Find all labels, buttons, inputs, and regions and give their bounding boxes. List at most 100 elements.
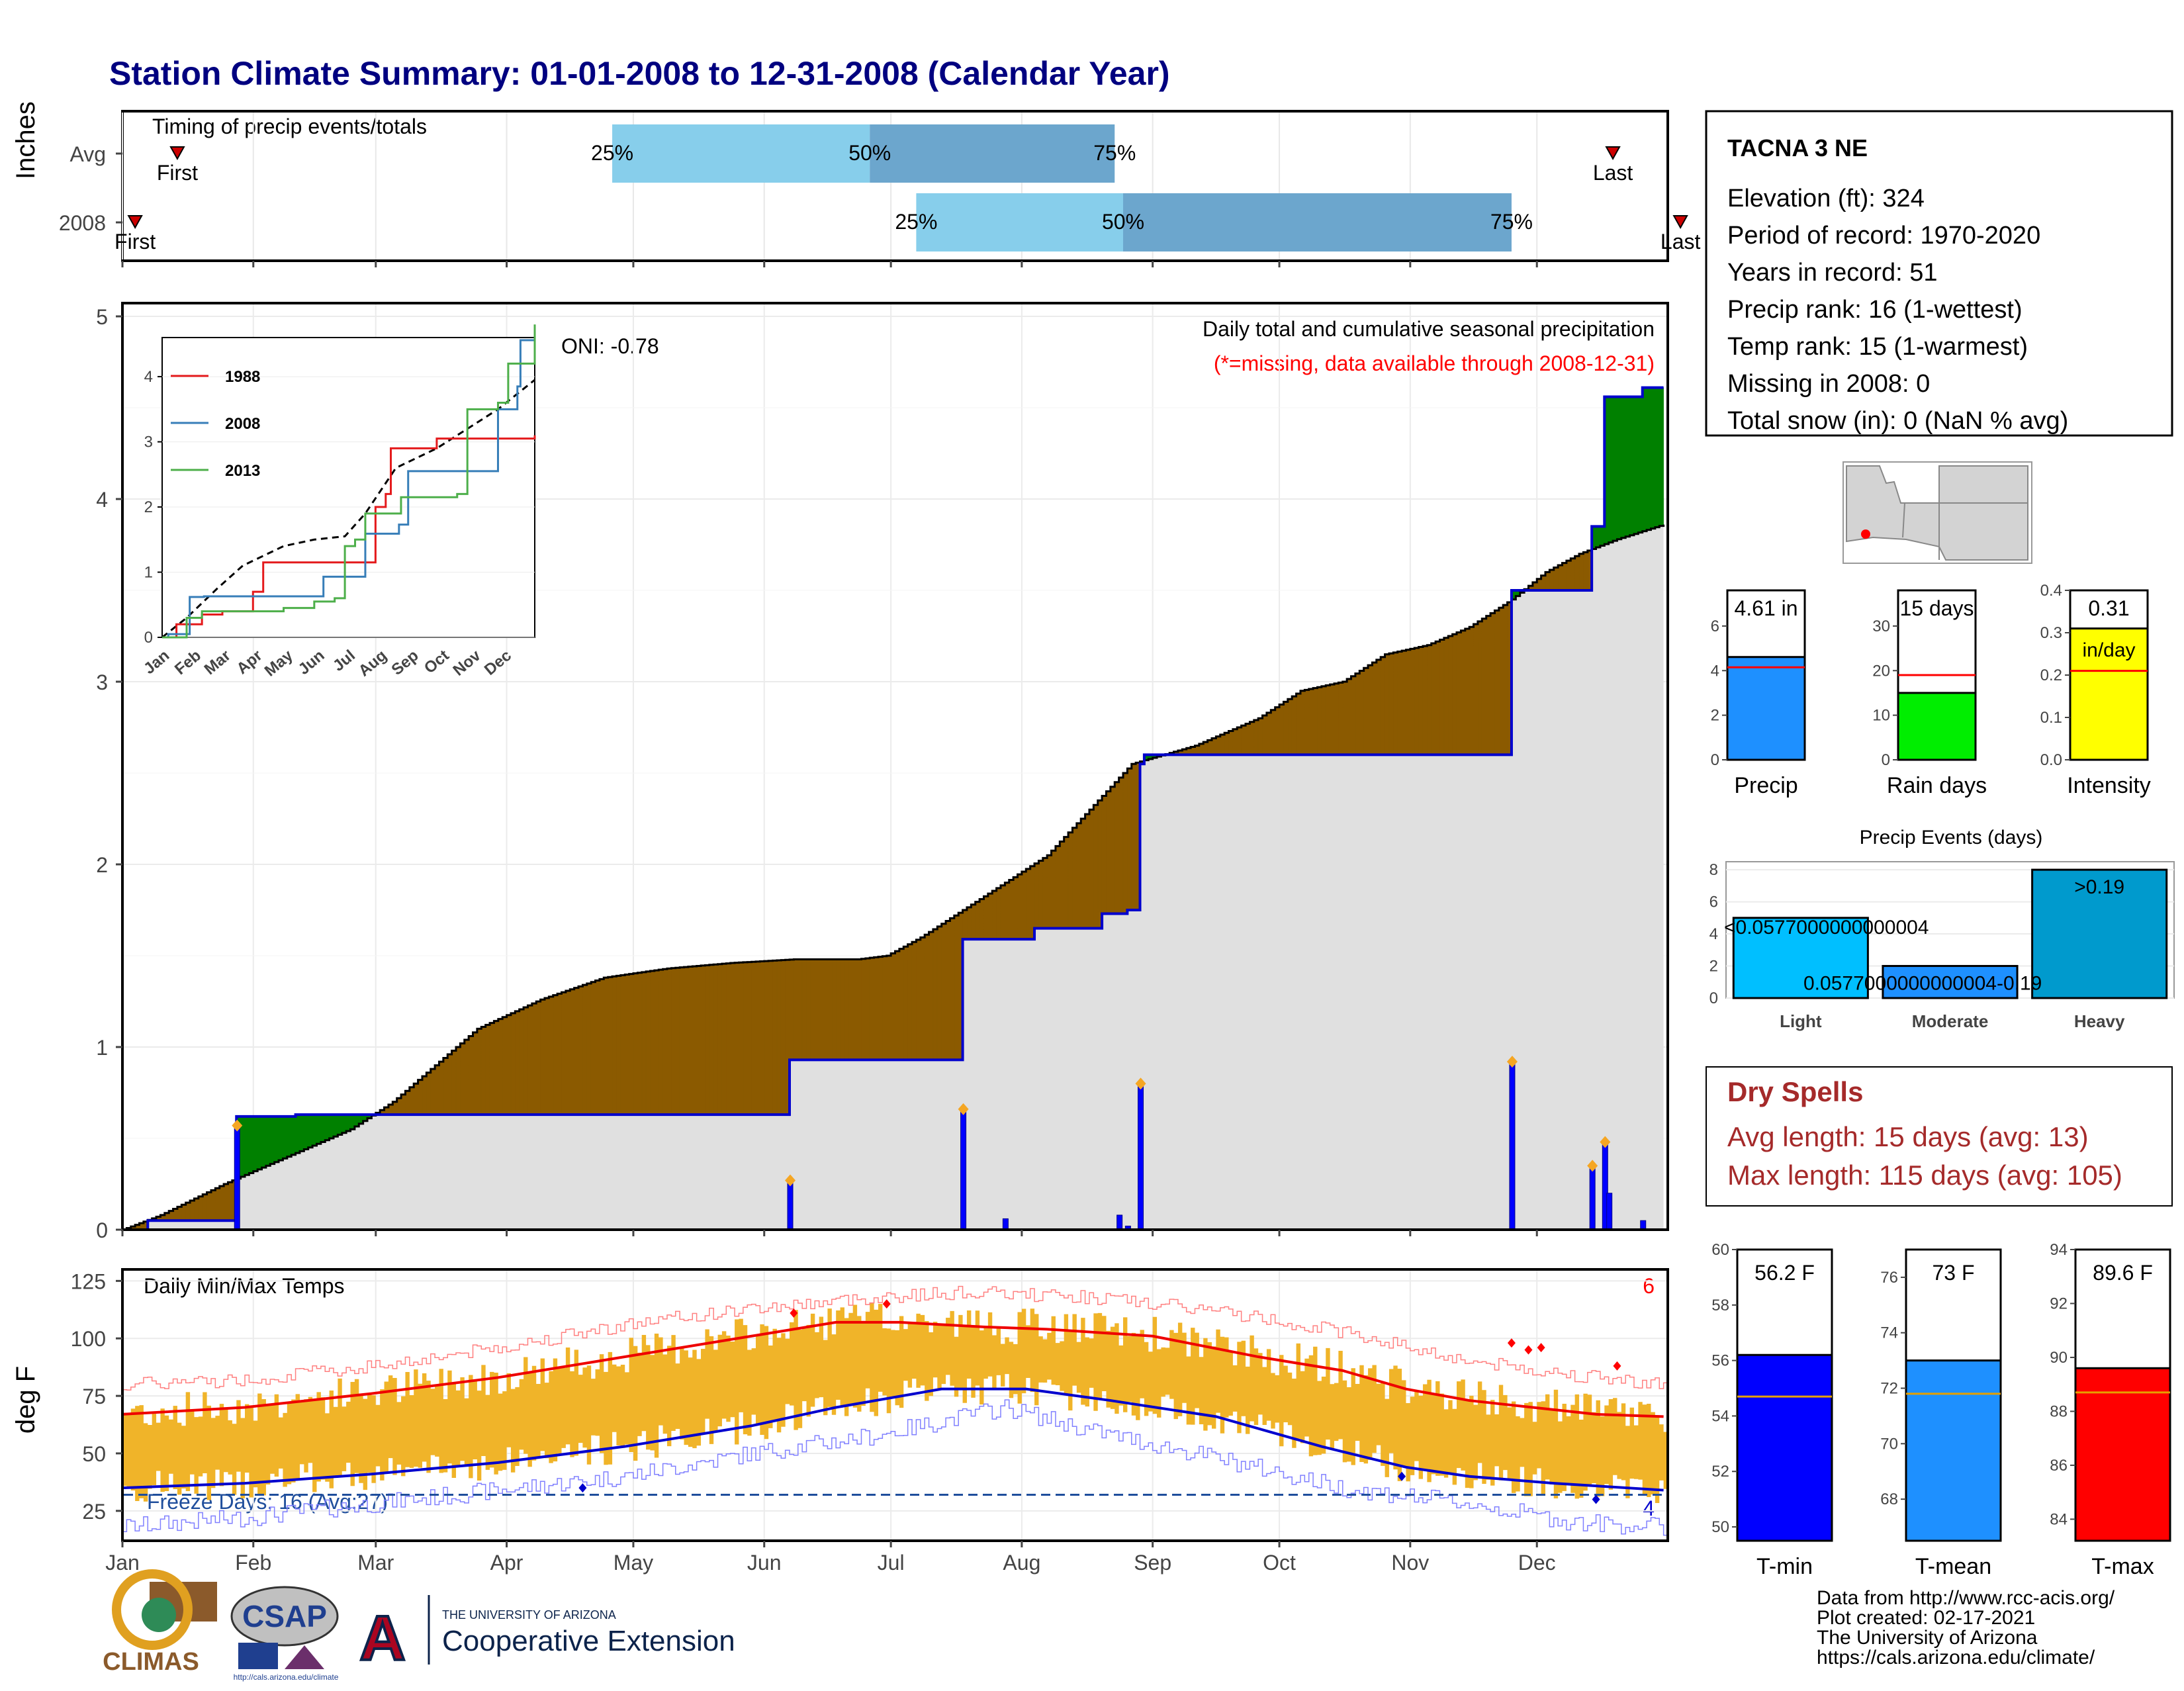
inset-series-1988 xyxy=(162,435,536,639)
timing-q25-label: 25% xyxy=(591,141,633,165)
daily-precip-marker xyxy=(1587,1160,1598,1172)
precip-missing-label: (*=missing, data available through 2008-… xyxy=(1214,351,1655,375)
ua-logo: A THE UNIVERSITY OF ARIZONA Cooperative … xyxy=(358,1595,735,1675)
timing-q25-label: 25% xyxy=(895,210,937,234)
footer-line: Data from http://www.rcc-acis.org/ xyxy=(1817,1587,2115,1609)
temp-frame xyxy=(121,1268,1669,1542)
summary-precip-name: Precip xyxy=(1734,773,1797,798)
month-label: Jan xyxy=(105,1551,140,1575)
station-info-frame xyxy=(1705,110,2173,437)
climas-logo: CLIMAS xyxy=(103,1569,217,1676)
precip-frame xyxy=(121,302,1669,1231)
temp-ytick-label: 25 xyxy=(82,1500,106,1524)
inset-ytick-label: 1 xyxy=(144,564,153,582)
daily-precip-bar xyxy=(1589,1165,1596,1230)
temp-t-min-value-label: 56.2 F xyxy=(1754,1261,1815,1285)
locator-map xyxy=(1843,461,2032,564)
summary-precip-ytick-label: 0 xyxy=(1711,751,1719,769)
inset-legend-label: 2008 xyxy=(225,415,260,433)
state-shapes xyxy=(1846,465,2028,561)
temp-t-max-bar xyxy=(2074,1367,2171,1542)
normal-max-line xyxy=(122,1320,1664,1418)
temp-t-max-name: T-max xyxy=(2091,1554,2154,1579)
month-label: Sep xyxy=(1134,1551,1171,1575)
record-high-marker xyxy=(882,1299,891,1309)
month-label: Oct xyxy=(1263,1551,1296,1575)
csap-logo-url: http://cals.arizona.edu/climate xyxy=(234,1672,339,1682)
events-title: Precip Events (days) xyxy=(1860,827,2043,848)
temp-t-min-ytick-label: 52 xyxy=(1711,1463,1729,1481)
month-label: Jul xyxy=(878,1551,905,1575)
events-ytick-label: 2 xyxy=(1709,958,1718,976)
summary-intensity-ytick-label: 0.0 xyxy=(2040,751,2062,769)
temp-t-mean-ytick-label: 72 xyxy=(1880,1380,1898,1398)
timing-first-label: First xyxy=(157,161,198,185)
timing-bar-q50-q75 xyxy=(1123,193,1512,251)
elevation-line: Elevation (ft): 324 xyxy=(1727,185,1925,212)
ua-logo-small-text: THE UNIVERSITY OF ARIZONA xyxy=(442,1608,616,1622)
station-name: TACNA 3 NE xyxy=(1727,134,1868,161)
dry-spells-frame xyxy=(1706,1066,2173,1207)
record-high-marker xyxy=(1613,1361,1621,1371)
footer-credits: Data from http://www.rcc-acis.org/ Plot … xyxy=(1817,1587,2115,1668)
month-label: Aug xyxy=(1003,1551,1040,1575)
summary-rain-days-name: Rain days xyxy=(1887,773,1987,798)
state-borders xyxy=(1902,466,2028,560)
temp-t-max-ytick-label: 86 xyxy=(2050,1457,2068,1475)
temperature-bar-charts: 56.2 F 50 52 54 56 58 60 T-min 73 F 68 70 72 74 76 T-m… xyxy=(1711,1241,2171,1579)
events-ytick-label: 6 xyxy=(1709,893,1718,911)
timing-bar-q25-q50 xyxy=(612,124,870,183)
station-info-box: TACNA 3 NE Elevation (ft): 324 Period of… xyxy=(1705,110,2173,437)
month-label: Apr xyxy=(490,1551,523,1575)
precip-ytick-label: 3 xyxy=(96,670,108,694)
inset-ytick-label: 0 xyxy=(144,629,153,647)
summary-intensity-name: Intensity xyxy=(2067,773,2151,798)
logo-row: CLIMAS CSAP http://cals.arizona.edu/clim… xyxy=(103,1569,735,1682)
precip-ytick-label: 1 xyxy=(96,1036,108,1060)
footer-line: Plot created: 02-17-2021 xyxy=(1817,1607,2035,1629)
timing-last-label: Last xyxy=(1593,161,1633,185)
temp-ytick-label: 50 xyxy=(82,1442,106,1466)
temp-t-min-bar xyxy=(1736,1353,1833,1542)
daily-precip-marker xyxy=(1135,1077,1146,1090)
precip-events-chart: Precip Events (days) 0 2 4 6 8 Light Moderate H… xyxy=(1709,827,2175,1031)
normal-min-line xyxy=(122,1387,1664,1492)
daily-precip-bar xyxy=(1509,1061,1516,1230)
cumulative-2008-line xyxy=(122,386,1664,1231)
inset-series-2008 xyxy=(162,337,536,639)
inset-frame xyxy=(161,337,535,638)
daily-precip-bar xyxy=(1138,1083,1144,1230)
dry-spells-title: Dry Spells xyxy=(1727,1076,1863,1107)
temp-t-min-ytick-label: 50 xyxy=(1711,1518,1729,1536)
temp-t-max-ytick-label: 94 xyxy=(2050,1241,2068,1259)
timing-last-marker xyxy=(1672,215,1688,230)
timing-first-label: First xyxy=(114,230,156,253)
summary-precip-ytick-label: 2 xyxy=(1711,707,1719,725)
record-high-marker xyxy=(1537,1343,1545,1353)
record-max-line xyxy=(122,1285,1668,1391)
summary-rain-days-ytick-label: 10 xyxy=(1872,707,1890,725)
timing-row-label: 2008 xyxy=(59,211,106,235)
daily-precip-marker xyxy=(1600,1136,1611,1148)
month-label: Nov xyxy=(1391,1551,1429,1575)
page-title: Station Climate Summary: 01-01-2008 to 1… xyxy=(109,55,1170,92)
record-high-count: 6 xyxy=(1643,1274,1655,1298)
climas-logo-text: CLIMAS xyxy=(103,1648,199,1676)
temp-t-max-value-label: 89.6 F xyxy=(2093,1261,2153,1285)
temp-ytick-label: 100 xyxy=(71,1327,106,1351)
precip-rank-line: Precip rank: 16 (1-wettest) xyxy=(1727,296,2023,324)
month-label: Mar xyxy=(357,1551,394,1575)
dry-spells-box: Dry Spells Avg length: 15 days (avg: 13)… xyxy=(1706,1066,2173,1207)
daily-precip-marker xyxy=(1506,1056,1518,1068)
precip-panel: Inches Daily total and cumulative season… xyxy=(11,101,1669,1242)
events-category-label: Heavy xyxy=(2074,1011,2125,1031)
timing-row-label: Avg xyxy=(69,142,106,166)
temp-ylabel: deg F xyxy=(11,1366,40,1434)
summary-intensity-ytick-label: 0.2 xyxy=(2040,666,2062,684)
daily-precip-bar xyxy=(234,1125,240,1230)
summary-intensity-value-label: 0.31 xyxy=(2088,596,2129,620)
daily-precip-bar xyxy=(1606,1193,1613,1230)
record-high-marker xyxy=(1524,1345,1533,1355)
daily-precip-bar xyxy=(1116,1214,1123,1230)
